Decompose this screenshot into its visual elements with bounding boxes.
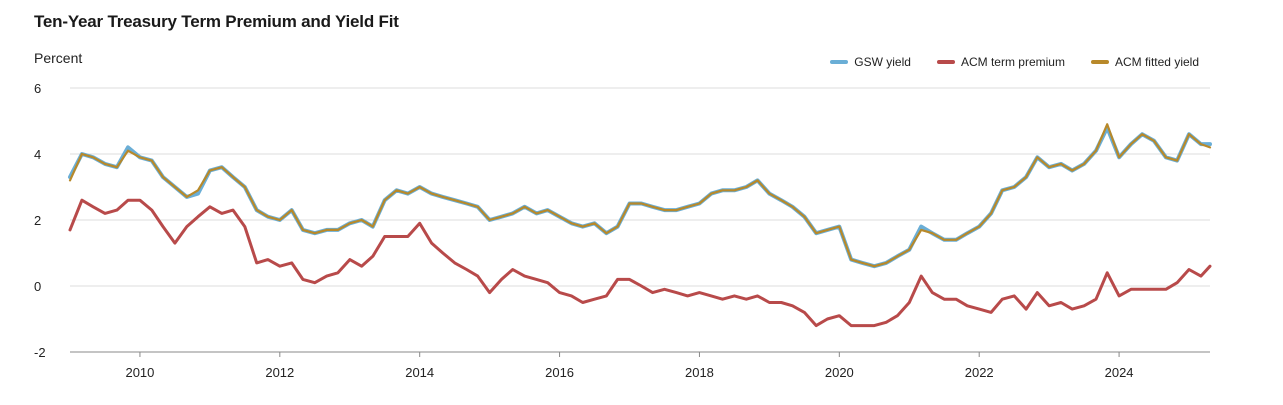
x-tick-label: 2024 [1105,365,1134,380]
x-tick-label: 2022 [965,365,994,380]
y-tick-label: 2 [34,213,41,228]
x-tick-label: 2020 [825,365,854,380]
y-tick-label: 4 [34,147,41,162]
y-tick-label: 6 [34,81,41,96]
legend-swatch-gsw-yield [830,60,849,64]
x-tick-label: 2014 [405,365,434,380]
x-tick-label: 2018 [685,365,714,380]
series-lines [68,123,1212,328]
x-axis-ticks: 2010 2012 2014 2016 2018 2020 2022 2024 [125,352,1134,380]
x-tick-label: 2016 [545,365,574,380]
chart-title: Ten-Year Treasury Term Premium and Yield… [34,12,399,31]
series-line-acm-term-premium[interactable] [68,198,1212,328]
chart-legend: GSW yield ACM term premium ACM fitted yi… [830,55,1199,69]
legend-label-gsw-yield: GSW yield [854,55,911,69]
legend-label-acm-term-premium: ACM term premium [960,55,1065,69]
x-tick-label: 2010 [125,365,154,380]
x-tick-label: 2012 [265,365,294,380]
legend-swatch-acm-fitted-yield [1090,60,1109,64]
legend-item-acm-fitted-yield[interactable]: ACM fitted yield [1090,55,1199,69]
y-tick-label: 0 [34,279,41,294]
legend-item-acm-term-premium[interactable]: ACM term premium [936,55,1065,69]
series-line-acm-fitted-yield[interactable] [68,123,1212,268]
legend-swatch-acm-term-premium [936,60,955,64]
y-tick-label: -2 [34,345,46,360]
gridlines [70,87,1210,353]
legend-item-gsw-yield[interactable]: GSW yield [830,55,911,69]
legend-label-acm-fitted-yield: ACM fitted yield [1114,55,1199,69]
y-axis-unit-label: Percent [34,50,83,66]
series-line-gsw-yield[interactable] [68,125,1212,269]
y-axis-ticks: -2 0 2 4 6 [34,81,46,360]
